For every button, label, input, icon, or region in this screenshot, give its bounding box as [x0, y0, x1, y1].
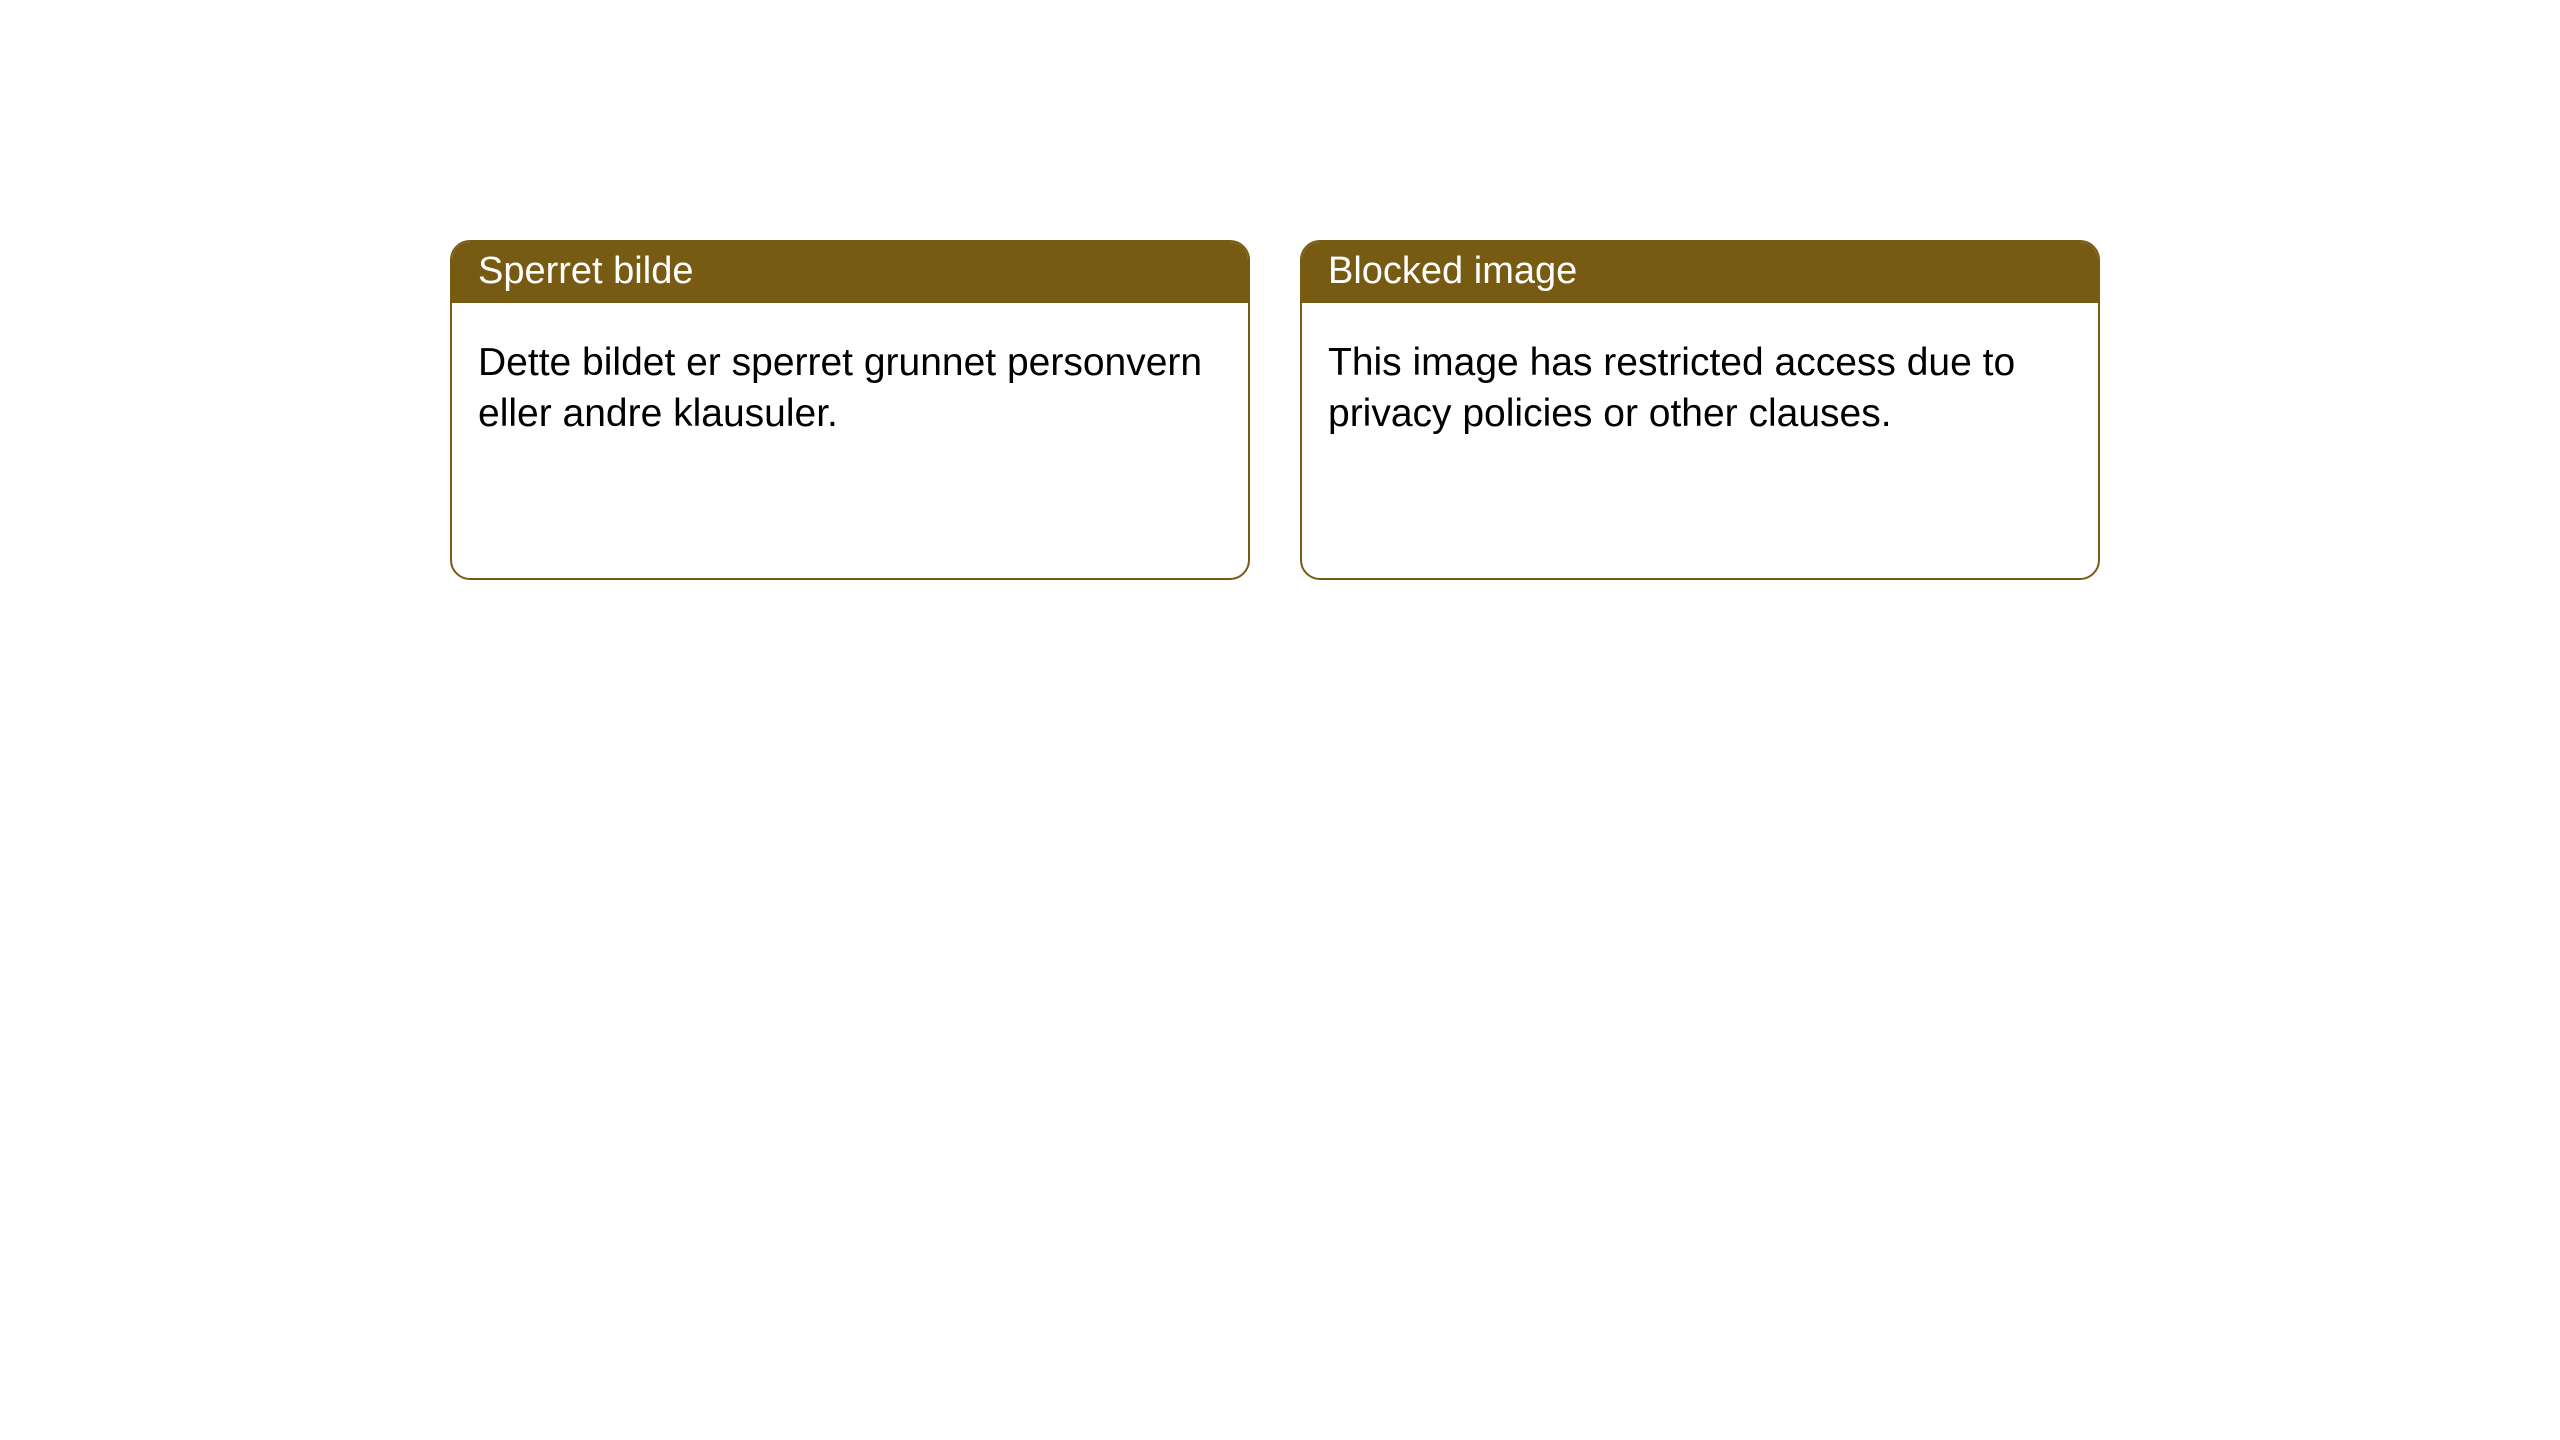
- blocked-image-panel-en: Blocked image This image has restricted …: [1300, 240, 2100, 580]
- panel-header-no: Sperret bilde: [452, 242, 1248, 303]
- panel-body-en: This image has restricted access due to …: [1302, 303, 2098, 474]
- notice-container: Sperret bilde Dette bildet er sperret gr…: [0, 0, 2560, 580]
- blocked-image-panel-no: Sperret bilde Dette bildet er sperret gr…: [450, 240, 1250, 580]
- panel-header-en: Blocked image: [1302, 242, 2098, 303]
- panel-body-no: Dette bildet er sperret grunnet personve…: [452, 303, 1248, 474]
